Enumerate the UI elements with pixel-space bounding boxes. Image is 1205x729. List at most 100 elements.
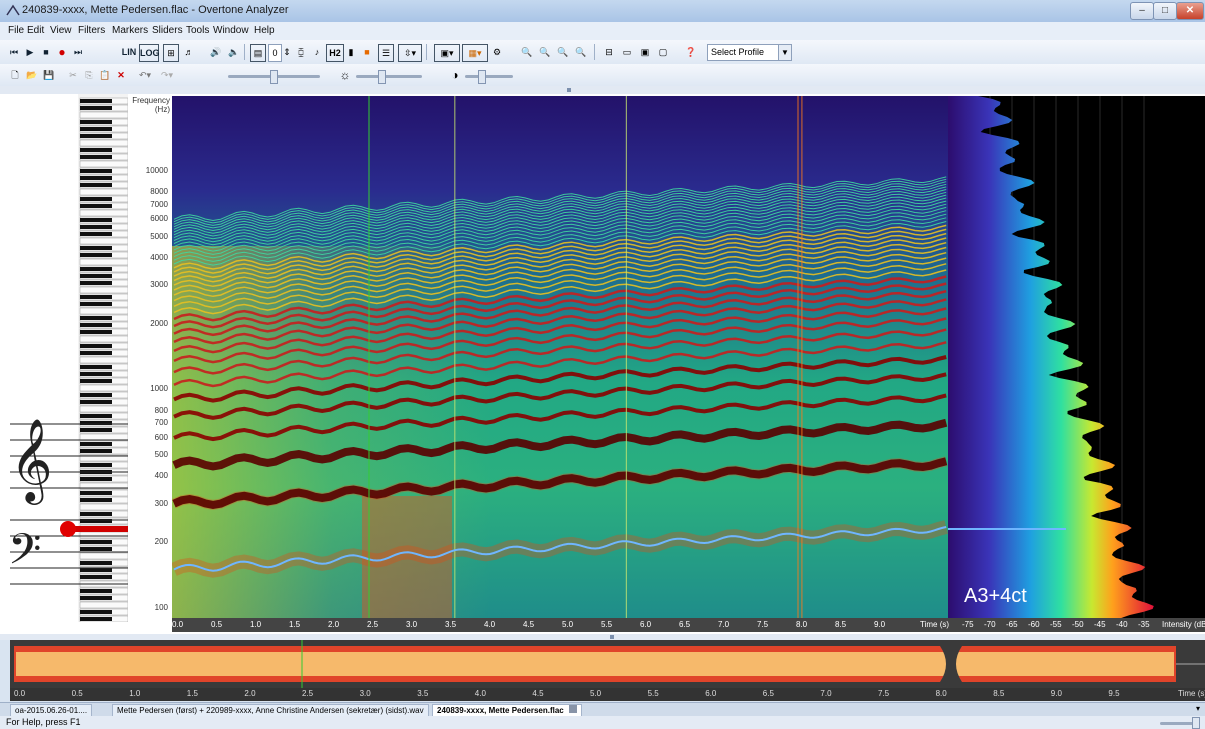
black-key[interactable] [80,302,112,306]
new-file-icon[interactable]: 🗋 [11,70,19,80]
split-view-icon[interactable]: ⊞ [163,44,179,62]
white-key[interactable] [79,503,128,511]
redo-icon[interactable]: ↷▾ [160,70,174,80]
black-key[interactable] [80,442,112,446]
black-key[interactable] [80,323,112,327]
linear-scale-button[interactable]: LIN [121,47,137,57]
menu-tools[interactable]: Tools [186,25,210,36]
harmonic-input[interactable]: 0 [268,44,282,62]
piano-icon[interactable]: ♬ [184,47,194,57]
brightness-slider-thumb[interactable] [378,70,386,84]
splitter[interactable] [0,86,1205,94]
black-key[interactable] [80,155,112,159]
h2-button[interactable]: H2 [326,44,344,62]
menu-edit[interactable]: Edit [27,25,45,36]
menu-filters[interactable]: Filters [78,25,106,36]
black-key[interactable] [80,281,112,285]
log-scale-button[interactable]: LOG [139,44,160,62]
status-zoom-thumb[interactable] [1192,717,1200,729]
black-key[interactable] [80,316,112,320]
white-key[interactable] [79,552,128,560]
black-key[interactable] [80,421,112,425]
black-key[interactable] [80,274,112,278]
splitter[interactable] [0,634,1205,640]
white-key[interactable] [79,482,128,490]
black-key[interactable] [80,344,112,348]
black-key[interactable] [80,295,112,299]
black-key[interactable] [80,106,112,110]
save-icon[interactable]: 💾 [43,70,55,80]
bar-icon[interactable]: ▮ [348,47,354,57]
open-folder-icon[interactable]: 📂 [26,70,38,80]
zoom-reset-icon[interactable]: 🔍 [575,47,587,57]
waveform-overview[interactable] [10,640,1205,688]
skip-end-icon[interactable]: ⏭ [73,47,83,57]
paste-icon[interactable]: 📋 [99,70,111,80]
white-key[interactable] [79,335,128,343]
black-key[interactable] [80,596,112,600]
black-key[interactable] [80,183,112,187]
black-key[interactable] [80,225,112,229]
maximize-button[interactable]: □ [1153,2,1177,20]
cut-icon[interactable]: ✂ [69,70,77,80]
volume-icon[interactable]: 🔈 [228,47,240,57]
white-key[interactable] [79,405,128,413]
profile-select[interactable]: Select Profile ▼ [707,44,792,61]
brightness-slider-track[interactable] [356,75,422,78]
color-map-icon[interactable]: ■ [364,47,370,57]
status-zoom-track[interactable] [1160,722,1200,725]
black-key[interactable] [80,561,112,565]
palette-dropdown[interactable]: ▦▾ [462,44,488,62]
black-key[interactable] [80,575,112,579]
white-key[interactable] [79,531,128,539]
window-icon[interactable]: ▭ [622,47,632,57]
white-key[interactable] [79,188,128,196]
white-key[interactable] [79,111,128,119]
black-key[interactable] [80,379,112,383]
black-key[interactable] [80,218,112,222]
black-key[interactable] [80,414,112,418]
help-icon[interactable]: ❓ [685,47,697,57]
white-key[interactable] [79,454,128,462]
splitter-grip-icon[interactable] [610,635,614,639]
position-slider-thumb[interactable] [270,70,278,84]
black-key[interactable] [80,547,112,551]
white-key[interactable] [79,356,128,364]
contrast-slider-thumb[interactable] [478,70,486,84]
black-key[interactable] [80,463,112,467]
contrast-slider-track[interactable] [465,75,513,78]
black-key[interactable] [80,568,112,572]
chevron-down-icon[interactable]: ▼ [778,45,791,60]
zoom-in-icon[interactable]: 🔍 [521,47,533,57]
white-key[interactable] [79,139,128,147]
gear-icon[interactable]: ⚙ [492,47,502,57]
harmonics-icon[interactable]: ⧮ [298,47,304,57]
black-key[interactable] [80,393,112,397]
black-key[interactable] [80,372,112,376]
black-key[interactable] [80,99,112,103]
black-key[interactable] [80,477,112,481]
white-key[interactable] [79,258,128,266]
white-key[interactable] [79,160,128,168]
black-key[interactable] [80,127,112,131]
menu-markers[interactable]: Markers [112,25,149,36]
play-icon[interactable]: ▶ [26,47,34,57]
white-key[interactable] [79,237,128,245]
black-key[interactable] [80,169,112,173]
black-key[interactable] [80,589,112,593]
black-key[interactable] [80,330,112,334]
black-key[interactable] [80,176,112,180]
delete-icon[interactable]: ✕ [117,70,125,80]
menu-help[interactable]: Help [254,25,275,36]
stop-icon[interactable]: ■ [43,47,49,57]
panel-small-icon[interactable]: ▢ [658,47,668,57]
black-key[interactable] [80,365,112,369]
close-button[interactable]: ✕ [1176,2,1204,20]
black-key[interactable] [80,232,112,236]
minimize-button[interactable]: – [1130,2,1154,20]
menu-window[interactable]: Window [213,25,249,36]
black-key[interactable] [80,428,112,432]
menu-view[interactable]: View [50,25,72,36]
record-icon[interactable]: ● [58,45,66,59]
black-key[interactable] [80,610,112,614]
